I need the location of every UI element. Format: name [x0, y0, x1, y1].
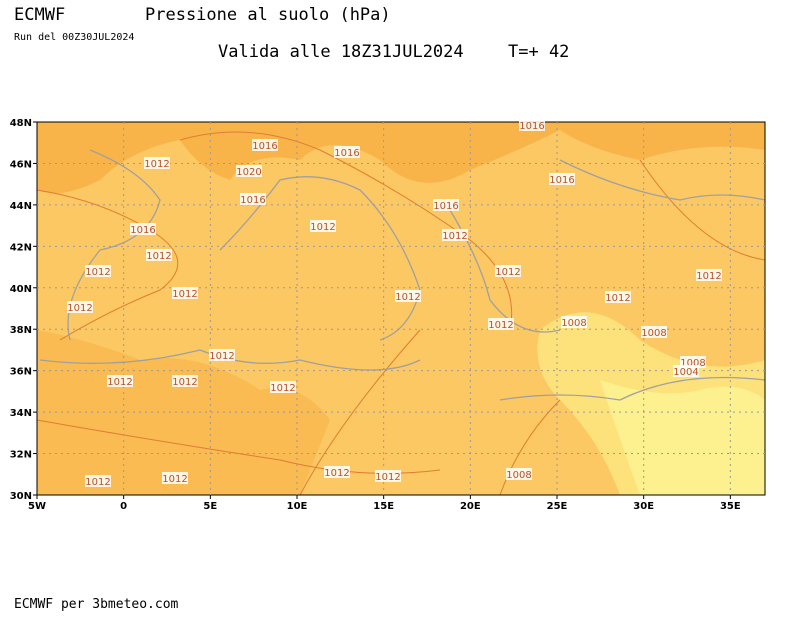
lon-label: 5W	[28, 501, 46, 512]
isobar-label-bg	[433, 199, 459, 211]
lat-label: 42N	[10, 242, 32, 253]
lon-label: 15E	[373, 501, 394, 512]
isobar-label: 1008	[680, 358, 705, 369]
isobar-label: 1012	[270, 383, 295, 394]
isobar-label: 1016	[519, 121, 544, 132]
isobar-label: 1012	[172, 377, 197, 388]
field-dark	[37, 122, 765, 194]
isobar-label-bg	[172, 287, 198, 299]
isobar-label-bg	[696, 269, 722, 281]
isobar-label-bg	[85, 265, 111, 277]
isobar-label: 1008	[561, 318, 586, 329]
isobar-label-bg	[67, 301, 93, 313]
lat-label: 32N	[10, 450, 32, 461]
run-time: Run del 00Z30JUL2024	[14, 32, 134, 43]
isobar-label: 1008	[641, 328, 666, 339]
isobar-label: 1012	[67, 303, 92, 314]
field-name: Pressione al suolo (hPa)	[145, 5, 391, 25]
isobar-label-bg	[209, 349, 235, 361]
isobar-label: 1012	[495, 267, 520, 278]
isobar-label-bg	[442, 229, 468, 241]
isobar-label-bg	[673, 365, 699, 377]
valid-time: Valida alle 18Z31JUL2024	[218, 42, 464, 62]
isobar-label: 1004	[673, 367, 698, 378]
isobar-label: 1012	[85, 267, 110, 278]
isobar-label: 1016	[130, 225, 155, 236]
isobar-label-bg	[162, 472, 188, 484]
isobar-label-bg	[395, 290, 421, 302]
isobar-label: 1012	[488, 320, 513, 331]
isobar	[36, 131, 766, 496]
lead-time: T=+ 42	[508, 42, 569, 62]
field-lighter	[600, 380, 765, 495]
isobar-label: 1008	[506, 470, 531, 481]
isobar-label: 1016	[240, 195, 265, 206]
isobar-label: 1012	[172, 289, 197, 300]
isobar-label: 1012	[162, 474, 187, 485]
lon-label: 25E	[547, 501, 568, 512]
isobar-label-bg	[236, 165, 262, 177]
isobar-label: 1012	[310, 222, 335, 233]
isobar-label-bg	[549, 173, 575, 185]
isobar-label: 1012	[209, 351, 234, 362]
isobar-label-bg	[146, 249, 172, 261]
lon-label: 10E	[287, 501, 308, 512]
model-name: ECMWF	[14, 5, 65, 25]
isobar-label-bg	[240, 193, 266, 205]
lat-label: 40N	[10, 284, 32, 295]
isobar-label-bg	[310, 220, 336, 232]
isobar-label-bg	[144, 157, 170, 169]
isobar-label: 1012	[324, 468, 349, 479]
lat-label: 36N	[10, 367, 32, 378]
isobar-label-bg	[85, 475, 111, 487]
footer: ECMWF per 3bmeteo.com	[14, 597, 179, 612]
isobar-label: 1016	[433, 201, 458, 212]
lon-label: 30E	[633, 501, 654, 512]
isobar-label: 1012	[144, 159, 169, 170]
isobar-label-bg	[495, 265, 521, 277]
isobar-label: 1012	[375, 472, 400, 483]
isobar-label-bg	[324, 466, 350, 478]
isobar-label-bg	[334, 146, 360, 158]
isobar-label-bg	[519, 119, 545, 131]
lat-label: 48N	[10, 118, 32, 129]
lat-label: 34N	[10, 408, 32, 419]
map-area	[36, 121, 766, 496]
isobar-label: 1016	[334, 148, 359, 159]
isobar-label-bg	[172, 375, 198, 387]
lon-label: 5E	[203, 501, 217, 512]
lon-label: 20E	[460, 501, 481, 512]
isobar-label: 1012	[107, 377, 132, 388]
isobar-label: 1016	[252, 141, 277, 152]
lat-label: 44N	[10, 201, 32, 212]
isobar-label: 1012	[395, 292, 420, 303]
isobar-label-bg	[605, 291, 631, 303]
lon-label: 0	[120, 501, 127, 512]
isobar-label-bg	[641, 326, 667, 338]
isobar-label: 1012	[146, 251, 171, 262]
isobar-label: 1012	[696, 271, 721, 282]
isobar-label: 1012	[85, 477, 110, 488]
isobar-label-bg	[561, 316, 587, 328]
isobar-label-bg	[130, 223, 156, 235]
isobar-label: 1016	[549, 175, 574, 186]
isobar-label-bg	[375, 470, 401, 482]
map-frame	[36, 121, 766, 496]
isobar-label: 1012	[442, 231, 467, 242]
isobar-label: 1012	[605, 293, 630, 304]
lat-label: 30N	[10, 491, 32, 502]
lat-label: 46N	[10, 159, 32, 170]
lat-label: 38N	[10, 325, 32, 336]
isobar-label: 1020	[236, 167, 261, 178]
isobar-label-bg	[270, 381, 296, 393]
isobar-label-bg	[107, 375, 133, 387]
isobar-label-bg	[488, 318, 514, 330]
isobar-label-bg	[506, 468, 532, 480]
lon-label: 35E	[720, 501, 741, 512]
isobar-label-bg	[252, 139, 278, 151]
